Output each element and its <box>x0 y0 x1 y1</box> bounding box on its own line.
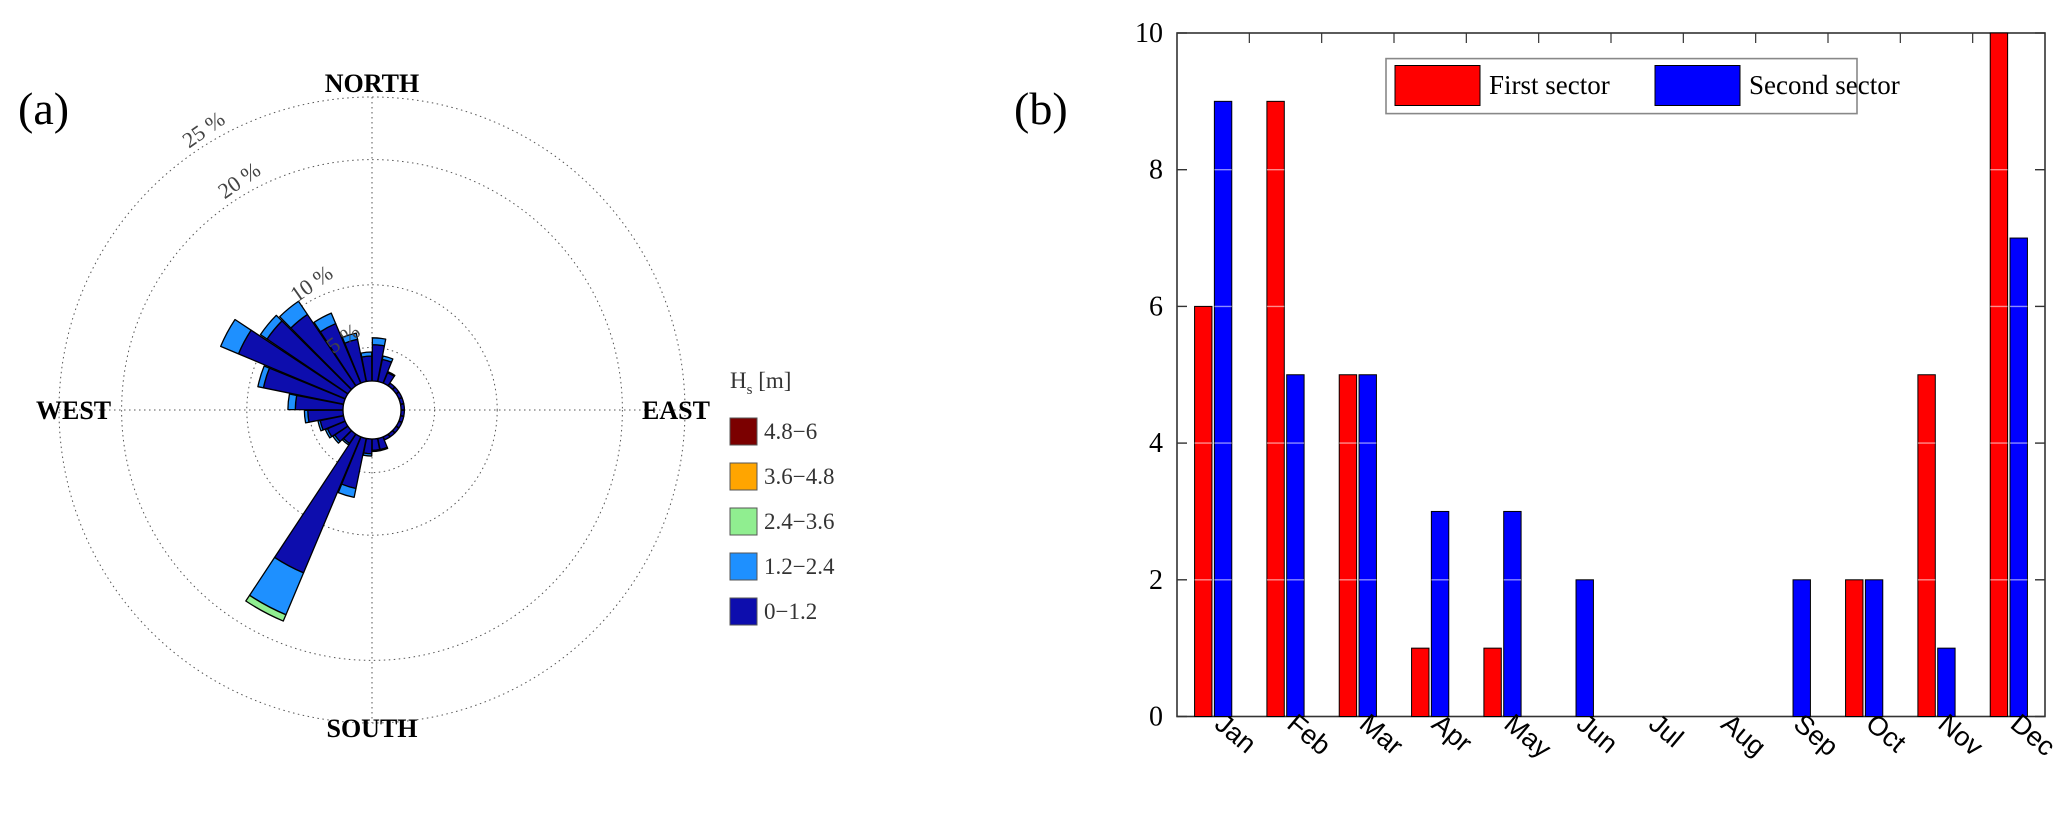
svg-text:10: 10 <box>1135 18 1163 49</box>
svg-text:Jul: Jul <box>1643 708 1689 753</box>
svg-text:6: 6 <box>1149 291 1163 322</box>
svg-text:4: 4 <box>1149 428 1163 459</box>
svg-text:Second sector: Second sector <box>1749 70 1900 100</box>
svg-text:2: 2 <box>1149 565 1163 596</box>
svg-text:8: 8 <box>1149 155 1163 186</box>
svg-text:0: 0 <box>1149 702 1163 733</box>
svg-text:First sector: First sector <box>1489 70 1610 100</box>
